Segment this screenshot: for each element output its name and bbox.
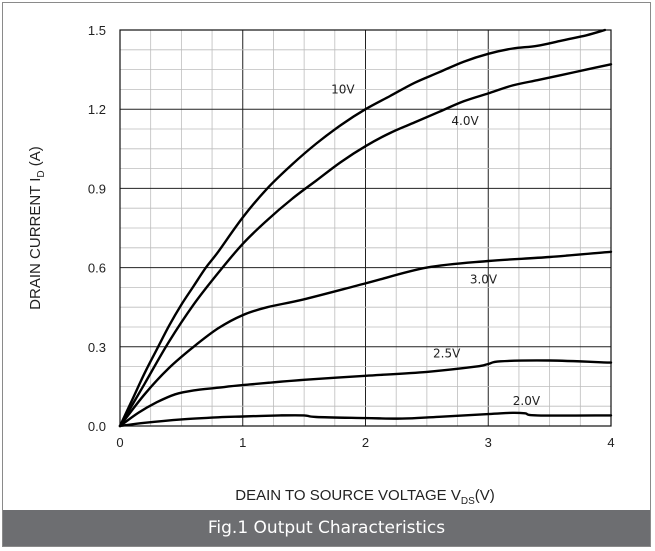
y-tick-label: 0.0: [88, 419, 106, 434]
curve-10v: [118, 28, 607, 428]
y-tick-label: 1.5: [88, 23, 106, 38]
x-tick-label: 4: [607, 435, 614, 450]
curve-2-0v: [118, 411, 613, 428]
x-axis-title-main: DEAIN TO SOURCE VOLTAGE V: [235, 487, 461, 504]
curve-label-10v: 10V: [331, 82, 355, 96]
y-tick-label: 0.6: [88, 261, 106, 276]
curve-label-2-0v: 2.0V: [513, 394, 541, 408]
curve-label-2-5v: 2.5V: [433, 346, 461, 360]
x-tick-label: 2: [362, 435, 369, 450]
grid: [120, 30, 611, 426]
y-tick-label: 0.9: [88, 181, 106, 196]
curve-3-0v: [118, 250, 613, 428]
y-tick-label: 1.2: [88, 102, 106, 117]
curve-4-0v: [118, 63, 613, 428]
y-axis-title-main: DRAIN CURRENT I: [27, 178, 44, 310]
curve-label-4-0v: 4.0V: [451, 114, 479, 128]
x-tick-label: 3: [485, 435, 492, 450]
y-tick-label: 0.3: [88, 340, 106, 355]
x-tick-label: 0: [116, 435, 123, 450]
x-axis-title: DEAIN TO SOURCE VOLTAGE VDS(V): [235, 487, 495, 507]
figure-caption: Fig.1 Output Characteristics: [3, 510, 650, 546]
curves: [118, 28, 613, 428]
tick-labels: 0 1 2 3 4 0.0 0.3 0.6 0.9 1.2 1.5: [88, 23, 615, 450]
y-axis-title-sub: D: [36, 170, 47, 177]
x-axis-title-suffix: (V): [475, 487, 495, 504]
curve-label-3-0v: 3.0V: [470, 272, 498, 286]
x-axis-title-sub: DS: [461, 496, 475, 507]
plot-border: [119, 29, 612, 427]
y-axis-title-suffix: (A): [27, 146, 44, 170]
curve-labels: 10V 4.0V 3.0V 2.5V 2.0V: [331, 82, 541, 408]
y-axis-title: DRAIN CURRENT ID (A): [27, 146, 47, 310]
curve-2-5v: [118, 359, 613, 428]
x-tick-label: 1: [239, 435, 246, 450]
